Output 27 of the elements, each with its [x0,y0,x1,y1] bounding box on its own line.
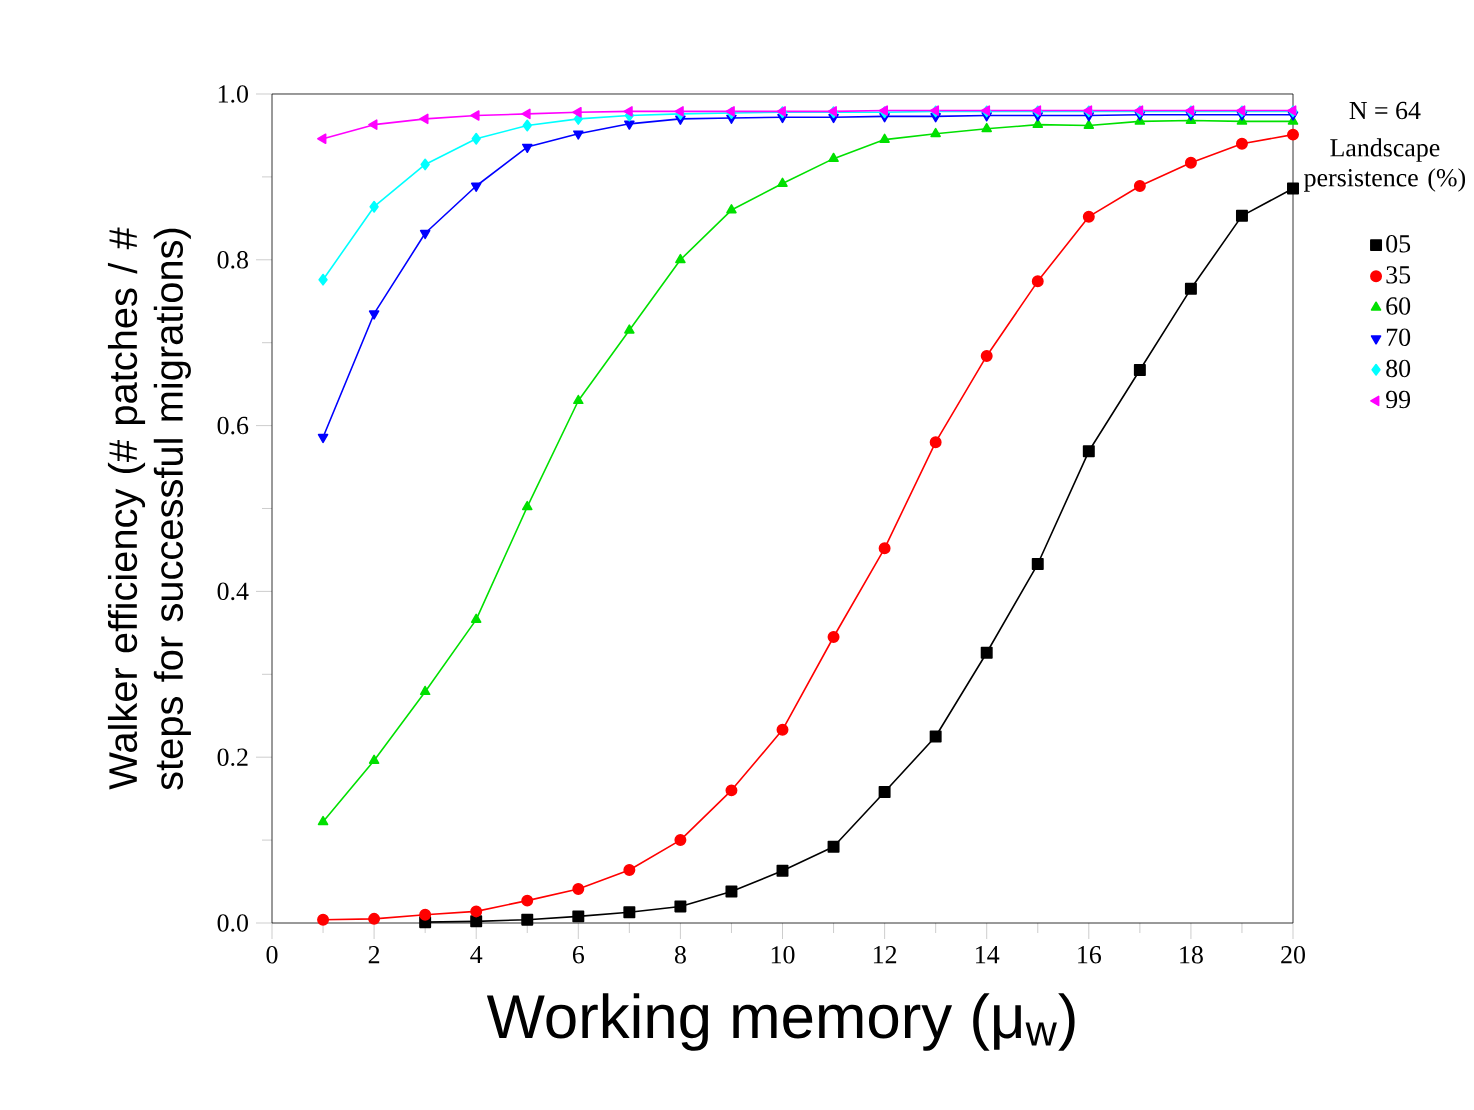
legend-label: 70 [1386,328,1411,346]
legend-label: 80 [1386,359,1411,378]
x-tick-label: 12 [873,946,897,964]
x-tick-label: 18 [1180,946,1203,964]
legend-label: 05 [1386,235,1411,253]
y-tick-label: 0.2 [217,748,248,766]
legend-label: 35 [1386,266,1411,284]
legend-title: Landscape persistence (%) [1304,138,1466,192]
x-tick-label: 14 [976,946,1000,964]
x-tick-label: 8 [674,946,686,964]
x-axis-title: Working memory (μ$_{w}$) [486,993,1075,1051]
y-tick-label: 0.0 [217,914,248,932]
legend-label: 99 [1386,390,1411,409]
y-axis-title: Walker efficiency (# patches / # steps for successful migrations) [107,227,191,790]
x-tick-label: 20 [1281,946,1305,964]
legend-label: 60 [1386,297,1411,315]
y-tick-label: 0.4 [217,582,249,601]
y-tick-label: 1.0 [218,85,248,103]
x-tick-label: 4 [470,946,483,964]
x-tick-label: 0 [266,946,278,964]
y-tick-label: 0.6 [217,416,249,435]
x-tick-label: 6 [572,946,585,964]
y-tick-label: 0.8 [217,251,248,269]
x-tick-label: 10 [771,946,795,964]
x-tick-label: 2 [368,946,380,964]
x-tick-label: 16 [1078,946,1101,964]
text: N = 64 [1349,101,1421,120]
